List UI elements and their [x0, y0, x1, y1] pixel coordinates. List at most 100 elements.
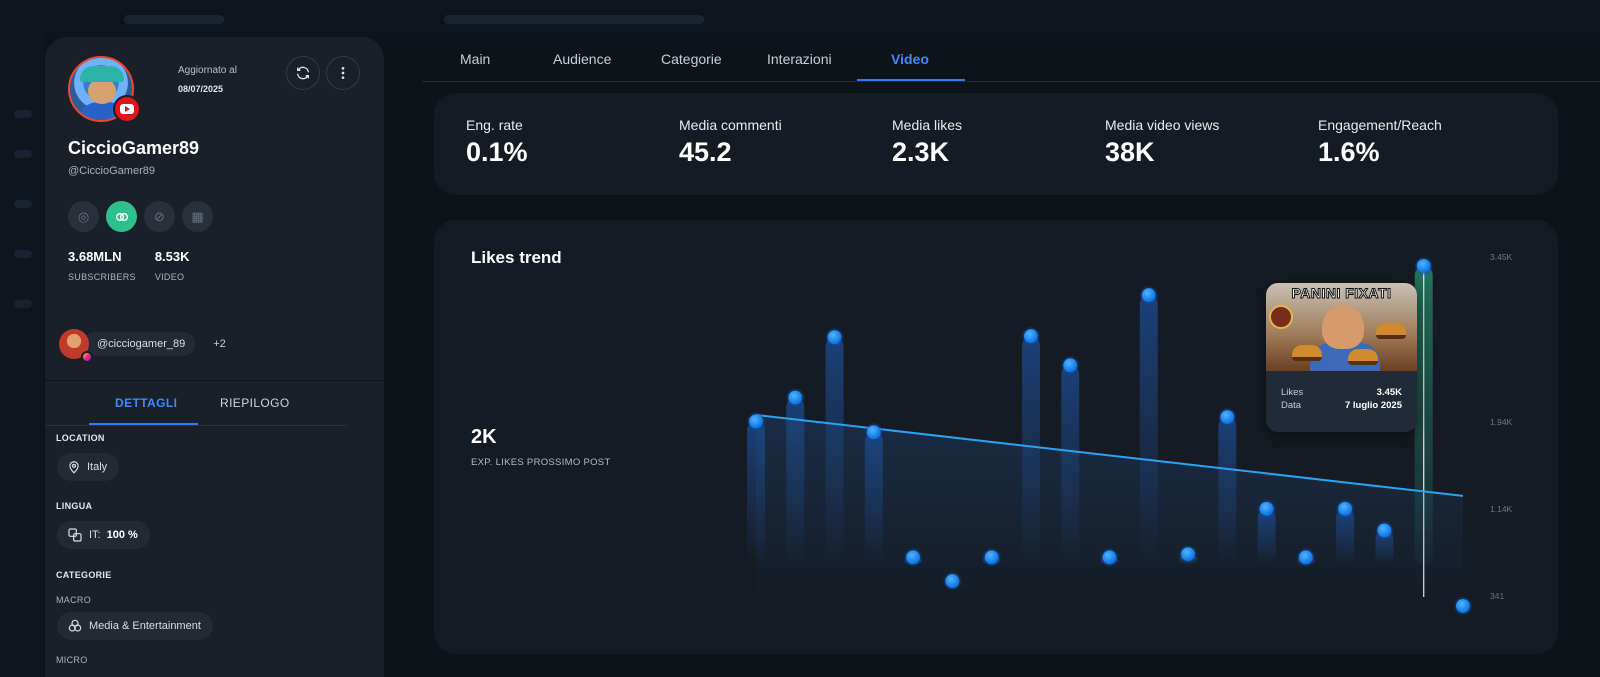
- translate-icon: [68, 528, 82, 542]
- kpi-card: Eng. rate 0.1% Media commenti 45.2 Media…: [434, 93, 1558, 195]
- stat-label: VIDEO: [154, 272, 185, 282]
- y-tick-label: 341: [1490, 591, 1504, 601]
- refresh-button[interactable]: [286, 56, 320, 90]
- link-icon[interactable]: [106, 201, 137, 232]
- video-tooltip[interactable]: PANINI FIXATI Likes 3.45K Data 7 luglio …: [1266, 283, 1417, 432]
- background-nav-item: [14, 150, 32, 158]
- refresh-icon: [297, 66, 309, 80]
- tab-categorie[interactable]: Categorie: [661, 51, 722, 67]
- tooltip-likes-row: Likes 3.45K: [1281, 387, 1402, 398]
- language-percent: 100 %: [106, 529, 138, 541]
- more-linked-accounts[interactable]: +2: [213, 338, 226, 350]
- data-point[interactable]: [1023, 329, 1038, 344]
- main-tabs: Main Audience Categorie Interazioni Vide…: [422, 38, 1600, 82]
- data-point[interactable]: [788, 390, 803, 405]
- profile-name: CiccioGamer89: [68, 138, 200, 158]
- likes-trend-chart[interactable]: 3.45K 1.94K 1.14K 341: [434, 220, 1558, 654]
- stat-value: 8.53K: [154, 249, 190, 264]
- camera-off-icon[interactable]: ⊘: [144, 201, 175, 232]
- language-chip: IT: 100 %: [57, 521, 150, 549]
- data-point[interactable]: [945, 574, 960, 589]
- tab-interazioni[interactable]: Interazioni: [767, 51, 832, 67]
- background-nav-item: [14, 110, 32, 118]
- kebab-menu-icon: [341, 67, 345, 79]
- profile-handle: @CiccioGamer89: [68, 165, 155, 177]
- data-point[interactable]: [1063, 358, 1078, 373]
- kpi-value: 1.6%: [1318, 137, 1380, 167]
- tab-audience[interactable]: Audience: [553, 51, 612, 67]
- language-code: IT:: [89, 529, 101, 541]
- expected-likes-value: 2K: [471, 426, 497, 448]
- expected-likes-label: EXP. LIKES PROSSIMO POST: [471, 457, 611, 468]
- data-point[interactable]: [1298, 550, 1313, 565]
- categories-icon: [68, 619, 82, 632]
- tooltip-date-value: 7 luglio 2025: [1344, 400, 1402, 411]
- micro-label: MICRO: [56, 655, 88, 665]
- profile-tabs: DETTAGLI RIEPILOGO: [45, 394, 347, 426]
- location-chip: Italy: [57, 453, 120, 481]
- kpi-engagement-reach: Engagement/Reach 1.6%: [1318, 117, 1442, 168]
- y-tick-label: 3.45K: [1490, 252, 1513, 262]
- background-nav-item: [14, 300, 32, 308]
- y-tick-label: 1.14K: [1490, 504, 1513, 514]
- data-point[interactable]: [1102, 550, 1117, 565]
- background-title: [124, 15, 224, 24]
- youtube-icon: [113, 95, 141, 123]
- y-tick-label: 1.94K: [1490, 417, 1513, 427]
- location-value: Italy: [87, 461, 108, 473]
- social-actions: ◎ ⊘ ▦: [68, 201, 213, 232]
- kpi-value: 45.2: [679, 137, 732, 167]
- data-point[interactable]: [866, 425, 881, 440]
- tab-riepilogo[interactable]: RIEPILOGO: [220, 396, 290, 410]
- data-point[interactable]: [1338, 501, 1353, 516]
- tooltip-likes-label: Likes: [1281, 387, 1304, 398]
- background-nav-item: [14, 250, 32, 258]
- active-tab-indicator: [857, 79, 965, 81]
- tab-video[interactable]: Video: [891, 51, 929, 67]
- macro-category-chip: Media & Entertainment: [57, 612, 213, 640]
- background-nav-item: [14, 200, 32, 208]
- data-point[interactable]: [1259, 501, 1274, 516]
- video-thumbnail[interactable]: PANINI FIXATI: [1266, 283, 1417, 371]
- linked-account-chip[interactable]: @cicciogamer_89: [83, 332, 196, 356]
- macro-category-value: Media & Entertainment: [89, 620, 201, 632]
- channel-logo-icon: [1269, 305, 1293, 329]
- tooltip-date-label: Data: [1281, 400, 1302, 411]
- data-point[interactable]: [1141, 288, 1156, 303]
- kpi-title: Media commenti: [679, 117, 782, 133]
- data-point[interactable]: [749, 414, 763, 429]
- more-options-button[interactable]: [326, 56, 360, 90]
- location-pin-icon: [69, 461, 79, 474]
- data-point[interactable]: [1416, 259, 1431, 273]
- kpi-title: Engagement/Reach: [1318, 117, 1442, 133]
- data-point[interactable]: [1181, 547, 1196, 562]
- categories-label: CATEGORIE: [56, 570, 112, 580]
- tab-main[interactable]: Main: [460, 51, 491, 67]
- kpi-eng-rate: Eng. rate 0.1%: [466, 117, 528, 168]
- stat-videos: 8.53K VIDEO: [155, 249, 190, 282]
- data-point[interactable]: [827, 330, 842, 345]
- kpi-value: 0.1%: [466, 137, 528, 167]
- data-point[interactable]: [1377, 523, 1392, 538]
- background-topbar: [44, 0, 1600, 38]
- data-point[interactable]: [1220, 410, 1235, 425]
- data-point[interactable]: [906, 550, 921, 565]
- last-updated: Aggiornato al 08/07/2025: [178, 62, 237, 98]
- kpi-value: 38K: [1105, 137, 1155, 167]
- data-point[interactable]: [1456, 599, 1470, 613]
- background-sidebar: [0, 0, 44, 677]
- stat-subscribers: 3.68MLN SUBSCRIBERS: [68, 249, 136, 282]
- tab-dettagli[interactable]: DETTAGLI: [115, 396, 178, 410]
- profile-stats: 3.68MLN SUBSCRIBERS 8.53K VIDEO: [68, 249, 190, 282]
- linked-avatar: [59, 329, 93, 363]
- profile-tab-indicator: [89, 423, 198, 425]
- trend-area: [756, 414, 1463, 606]
- data-point[interactable]: [984, 550, 999, 565]
- calendar-icon[interactable]: ▦: [182, 201, 213, 232]
- target-icon[interactable]: ◎: [68, 201, 99, 232]
- background-breadcrumb: [444, 15, 704, 24]
- thumbnail-title: PANINI FIXATI: [1291, 285, 1392, 302]
- kpi-media-likes: Media likes 2.3K: [892, 117, 962, 168]
- kpi-title: Media likes: [892, 117, 963, 133]
- tooltip-date-row: Data 7 luglio 2025: [1281, 400, 1402, 411]
